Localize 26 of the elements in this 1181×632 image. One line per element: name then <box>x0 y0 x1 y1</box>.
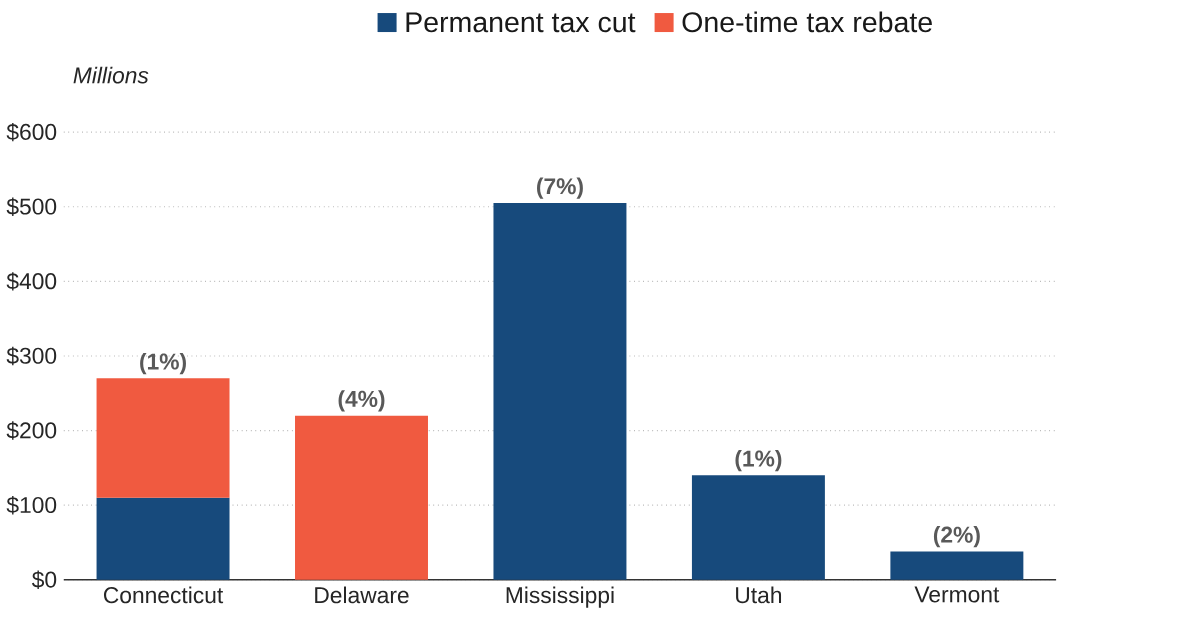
bar <box>96 378 230 498</box>
bar <box>96 497 230 580</box>
y-tick-label: $200 <box>6 421 57 440</box>
x-tick-label: Delaware <box>315 586 409 604</box>
y-tick-label: $400 <box>6 272 57 291</box>
x-tick-label: Vermont <box>914 586 1000 603</box>
bar <box>691 475 825 580</box>
annotation: (7%) <box>537 177 583 199</box>
x-tick-label: Utah <box>736 586 782 604</box>
legend-label: One-time tax rebate <box>682 11 932 33</box>
y-tick-label: $600 <box>6 122 57 142</box>
y-axis-title: Millions <box>73 66 149 84</box>
y-tick-label: $500 <box>6 197 57 216</box>
annotation: (1%) <box>140 352 186 375</box>
bar <box>493 202 627 580</box>
legend-label: Permanent tax cut <box>406 12 636 33</box>
annotation: (1%) <box>735 449 782 472</box>
y-tick-label: $300 <box>6 346 57 366</box>
annotation: (2%) <box>933 525 980 548</box>
y-tick-label: $100 <box>6 495 57 515</box>
bar <box>295 415 428 580</box>
y-tick-label: $0 <box>31 570 57 589</box>
x-tick-label: Mississippi <box>506 586 614 608</box>
bar <box>890 551 1024 580</box>
x-tick-label: Connecticut <box>103 586 224 604</box>
annotation: (4%) <box>338 390 385 412</box>
